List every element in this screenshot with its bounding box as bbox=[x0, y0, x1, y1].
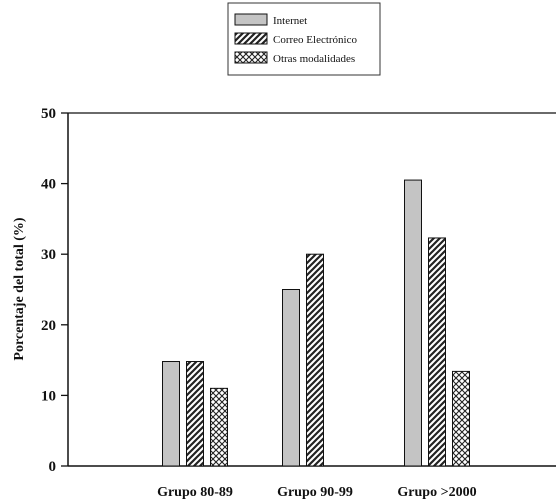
legend-swatch bbox=[234, 51, 268, 64]
category-label: Grupo 80-89 bbox=[157, 485, 233, 500]
y-tick-label: 40 bbox=[41, 177, 56, 193]
bar-otras-modalidades-1 bbox=[210, 387, 228, 467]
bar-internet-2 bbox=[282, 289, 300, 467]
legend-label: Otras modalidades bbox=[273, 53, 355, 65]
bar-correo-electr-nico-1 bbox=[186, 361, 204, 467]
bar-internet-3 bbox=[404, 179, 422, 467]
y-tick-label: 50 bbox=[41, 106, 56, 122]
legend-swatch bbox=[234, 32, 268, 45]
category-label: Grupo >2000 bbox=[397, 485, 476, 500]
legend: Internet Correo Electrónico Otras modalida… bbox=[227, 2, 381, 76]
bar-correo-electr-nico-3 bbox=[428, 237, 446, 467]
category-labels: Grupo 80-89 Grupo 90-99 Grupo >2000 bbox=[157, 485, 477, 500]
legend-items: Internet Correo Electrónico Otras modalida… bbox=[234, 13, 357, 65]
bar-internet-1 bbox=[162, 361, 180, 467]
y-tick-label: 20 bbox=[41, 318, 56, 334]
y-ticks: 0 10 20 30 40 50 bbox=[41, 106, 68, 475]
bars bbox=[162, 179, 470, 467]
y-tick-label: 10 bbox=[41, 388, 56, 404]
y-axis-title: Porcentaje del total (%) bbox=[12, 217, 27, 361]
category-label: Grupo 90-99 bbox=[277, 485, 353, 500]
legend-swatch bbox=[234, 13, 268, 26]
bar-correo-electr-nico-2 bbox=[306, 253, 324, 467]
legend-label: Internet bbox=[273, 15, 307, 27]
legend-label: Correo Electrónico bbox=[273, 34, 357, 46]
bar-otras-modalidades-3 bbox=[452, 370, 470, 467]
y-tick-label: 0 bbox=[49, 459, 57, 475]
y-tick-label: 30 bbox=[41, 247, 56, 263]
